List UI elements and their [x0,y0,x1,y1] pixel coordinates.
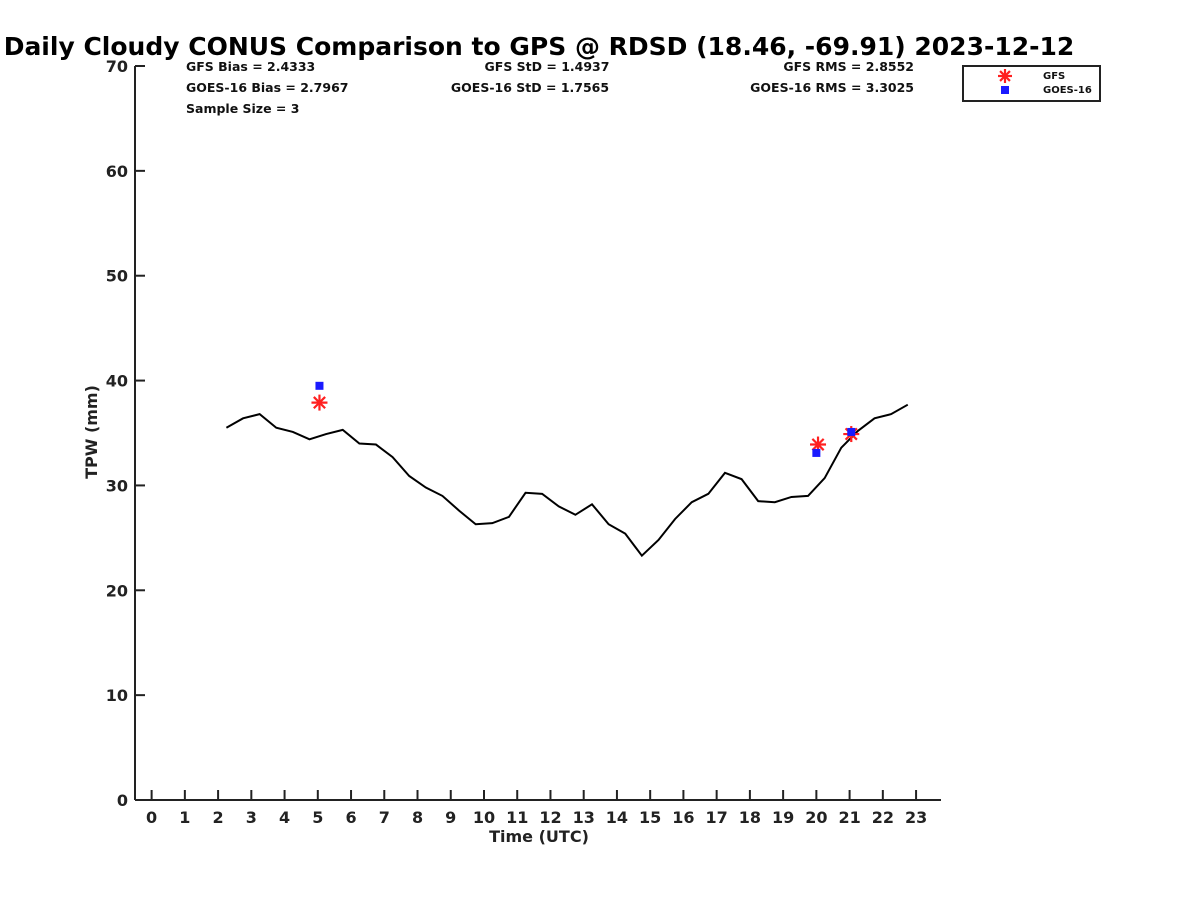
x-tick-label: 21 [838,808,860,827]
gps-tpw-line [225,403,909,558]
goes16-point [847,427,856,436]
x-tick-label: 20 [805,808,827,827]
gfs-std-stat: GFS StD = 1.4937 [485,59,610,74]
sample-size-stat: Sample Size = 3 [186,101,299,116]
x-tick-label: 1 [179,808,190,827]
asterisk-stroke [313,396,326,410]
legend-goes16-marker [1001,86,1009,94]
legend-label: GFS [1043,71,1065,82]
x-tick-label: 12 [539,808,561,827]
gfs-bias-stat: GFS Bias = 2.4333 [186,59,315,74]
x-tick-label: 2 [213,808,224,827]
x-tick-label: 5 [312,808,323,827]
legend: GFS GOES-16 [962,65,1101,102]
x-tick-label: 8 [412,808,423,827]
x-tick-label: 11 [506,808,528,827]
axes: 0 1 2 3 4 5 6 7 8 9 10 11 12 13 14 15 16 17 18 19 20 21 22 2301… [106,57,941,827]
x-tick-label: 0 [146,808,157,827]
x-tick-label: 15 [639,808,661,827]
x-tick-label: 14 [606,808,628,827]
y-tick-label: 10 [106,686,128,705]
chart-title: Daily Cloudy CONUS Comparison to GPS @ R… [4,32,1075,61]
x-tick-label: 19 [772,808,794,827]
legend-box [962,65,1101,102]
x-tick-label: 3 [246,808,257,827]
legend-gfs-marker [998,69,1012,83]
y-tick-label: 20 [106,581,128,600]
asterisk-stroke [999,70,1011,82]
x-tick-label: 10 [473,808,495,827]
plot-area [225,381,909,558]
y-tick-label: 30 [106,476,128,495]
x-tick-label: 7 [379,808,390,827]
x-tick-label: 17 [706,808,728,827]
y-tick-label: 0 [117,791,128,810]
x-tick-label: 23 [905,808,927,827]
y-tick-label: 40 [106,372,128,391]
x-tick-label: 18 [739,808,761,827]
gfs-rms-stat: GFS RMS = 2.8552 [783,59,914,74]
goes-bias-stat: GOES-16 Bias = 2.7967 [186,80,348,95]
gfs-point [311,394,328,411]
x-tick-label: 9 [445,808,456,827]
x-tick-label: 6 [345,808,356,827]
y-tick-label: 70 [106,57,128,76]
x-tick-label: 4 [279,808,290,827]
y-tick-label: 60 [106,162,128,181]
goes-rms-stat: GOES-16 RMS = 3.3025 [750,80,914,95]
x-tick-label: 16 [672,808,694,827]
goes16-point [315,381,324,390]
asterisk-stroke [811,438,825,451]
stats-block: GFS Bias = 2.4333 GOES-16 Bias = 2.7967 … [186,59,914,116]
x-tick-label: 13 [573,808,595,827]
legend-label: GOES-16 [1043,85,1092,96]
goes-std-stat: GOES-16 StD = 1.7565 [451,80,609,95]
x-tick-label: 22 [872,808,894,827]
goes16-point [812,448,821,457]
y-axis-label: TPW (mm) [82,385,101,479]
y-tick-label: 50 [106,267,128,286]
x-axis-label: Time (UTC) [489,827,589,846]
